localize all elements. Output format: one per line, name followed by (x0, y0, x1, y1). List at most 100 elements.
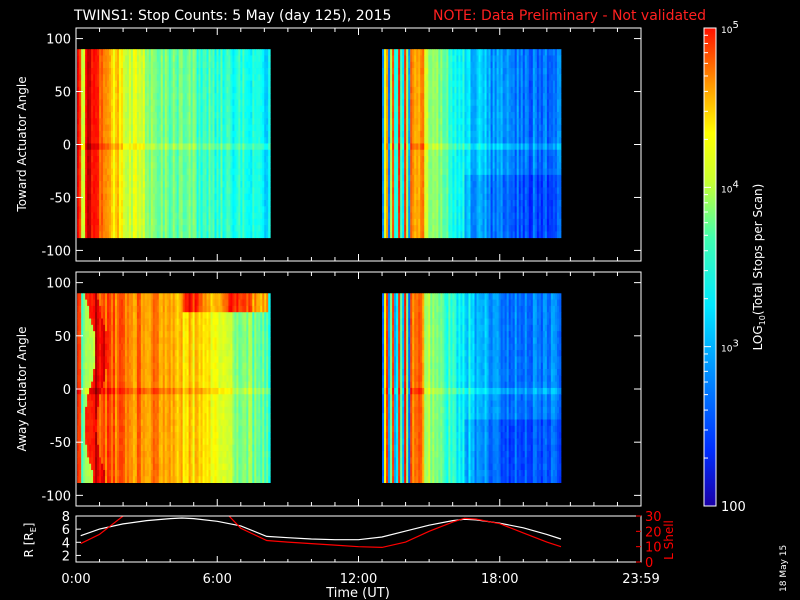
heatmap-cell (406, 130, 409, 138)
heatmap-cell (144, 156, 148, 163)
heatmap-cell (238, 68, 241, 75)
heatmap-cell (77, 218, 80, 226)
heatmap-cell (91, 168, 94, 176)
heatmap-cell (396, 93, 399, 100)
heatmap-cell (428, 225, 431, 232)
heatmap-cell (404, 137, 407, 144)
heatmap-cell (452, 143, 455, 151)
heatmap-cell (442, 149, 445, 157)
heatmap-cell (194, 80, 197, 88)
heatmap-cell (122, 49, 126, 56)
heatmap-cell (109, 99, 112, 107)
heatmap-cell (242, 193, 245, 201)
heatmap-cell (186, 112, 190, 119)
heatmap-cell (482, 206, 485, 213)
heatmap-cell (256, 212, 259, 220)
heatmap-cell (456, 212, 459, 220)
heatmap-cell (412, 181, 415, 188)
heatmap-cell (462, 168, 465, 176)
heatmap-cell (77, 61, 80, 69)
heatmap-cell (240, 199, 243, 207)
heatmap-cell (518, 225, 522, 232)
heatmap-cell (436, 199, 439, 207)
heatmap-cell (216, 143, 219, 151)
heatmap-cell (218, 105, 221, 113)
heatmap-cell (264, 187, 267, 195)
heatmap-cell (148, 225, 152, 232)
heatmap-cell (254, 49, 257, 56)
heatmap-cell (478, 162, 481, 169)
heatmap-cell (198, 231, 201, 239)
heatmap-cell (418, 162, 421, 169)
heatmap-cell (436, 112, 439, 119)
heatmap-cell (388, 168, 391, 176)
heatmap-cell (85, 187, 88, 195)
heatmap-cell (498, 137, 502, 144)
heatmap-cell (130, 112, 134, 119)
heatmap-cell (486, 124, 489, 132)
heatmap-cell (166, 130, 170, 138)
heatmap-cell (266, 49, 269, 56)
heatmap-cell (442, 61, 445, 69)
heatmap-cell (506, 49, 510, 56)
heatmap-cell (266, 55, 269, 63)
heatmap-cell (109, 49, 112, 56)
heatmap-cell (482, 74, 485, 82)
heatmap-cell (124, 168, 128, 176)
heatmap-cell (500, 130, 504, 138)
heatmap-cell (260, 225, 263, 232)
heatmap-cell (120, 199, 124, 207)
heatmap-cell (432, 55, 435, 63)
heatmap-cell (476, 162, 479, 169)
heatmap-cell (492, 124, 496, 132)
heatmap-cell (114, 162, 118, 169)
heatmap-cell (111, 168, 114, 176)
heatmap-cell (97, 137, 100, 144)
heatmap-cell (420, 112, 423, 119)
heatmap-cell (182, 86, 186, 94)
heatmap-cell (234, 49, 237, 56)
heatmap-cell (466, 212, 469, 220)
heatmap-cell (142, 99, 146, 107)
heatmap-cell (476, 55, 479, 63)
heatmap-cell (202, 168, 205, 176)
heatmap-cell (240, 225, 243, 232)
heatmap-cell (166, 231, 170, 239)
heatmap-cell (262, 68, 265, 75)
heatmap-cell (210, 130, 213, 138)
heatmap-cell (248, 68, 251, 75)
heatmap-cell (230, 74, 233, 82)
heatmap-cell (97, 86, 100, 94)
heatmap-cell (224, 112, 227, 119)
heatmap-cell (514, 187, 518, 195)
heatmap-cell (142, 231, 146, 239)
heatmap-cell (248, 206, 251, 213)
heatmap-cell (103, 61, 106, 69)
heatmap-cell (83, 99, 86, 107)
heatmap-cell (470, 174, 473, 182)
heatmap-cell (434, 181, 437, 188)
heatmap-cell (83, 112, 86, 119)
heatmap-cell (390, 231, 393, 239)
heatmap-cell (460, 206, 463, 213)
heatmap-cell (180, 118, 184, 125)
heatmap-cell (99, 61, 102, 69)
heatmap-cell (118, 225, 122, 232)
heatmap-cell (130, 80, 134, 88)
heatmap-cell (496, 231, 500, 239)
heatmap-cell (468, 80, 471, 88)
heatmap-cell (516, 218, 520, 226)
heatmap-cell (250, 118, 253, 125)
heatmap-cell (180, 181, 184, 188)
heatmap-cell (214, 49, 217, 56)
heatmap-cell (264, 49, 267, 56)
heatmap-cell (146, 86, 150, 94)
heatmap-cell (192, 149, 195, 157)
heatmap-cell (150, 80, 154, 88)
heatmap-cell (478, 206, 481, 213)
heatmap-cell (172, 61, 176, 69)
heatmap-cell (124, 193, 128, 201)
heatmap-cell (492, 218, 496, 226)
heatmap-cell (77, 143, 80, 151)
heatmap-cell (170, 187, 174, 195)
